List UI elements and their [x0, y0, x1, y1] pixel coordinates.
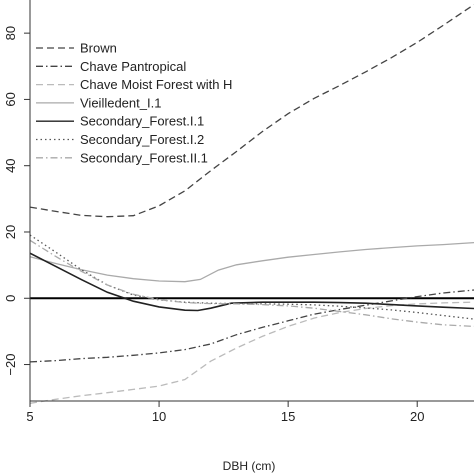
legend: Brown Chave Pantropical Chave Moist Forest… — [36, 41, 232, 165]
legend-label: Secondary_Forest.II.1 — [80, 150, 208, 165]
x-axis-label: DBH (cm) — [223, 459, 276, 473]
y-tick-label: 20 — [3, 225, 18, 239]
series-line-vieilledent-i-1 — [29, 241, 474, 283]
plot-area — [29, 4, 474, 404]
series-line-secondary-forest-ii-1 — [29, 239, 474, 328]
x-tick-label: 10 — [152, 409, 166, 424]
legend-label: Chave Moist Forest with H — [80, 77, 232, 92]
legend-label: Vieilledent_I.1 — [80, 95, 161, 110]
legend-label: Secondary_Forest.I.1 — [80, 114, 204, 129]
series-line-secondary-forest-i-1 — [29, 252, 474, 312]
y-tick-label: 60 — [3, 92, 18, 106]
x-tick-label: 15 — [281, 409, 295, 424]
y-tick-label: 0 — [3, 295, 18, 302]
series-line-secondary-forest-i-2 — [29, 234, 474, 320]
x-tick-label: 5 — [26, 409, 33, 424]
legend-label: Brown — [80, 41, 117, 56]
x-tick-label: 20 — [410, 409, 424, 424]
y-tick-label: 40 — [3, 158, 18, 172]
y-tick-label: −20 — [3, 354, 18, 376]
series-line-chave-moist-forest-with-h — [29, 301, 474, 404]
y-tick-label: 80 — [3, 26, 18, 40]
axes: 5 10 15 20 −20 0 20 40 60 80 — [3, 0, 474, 424]
legend-label: Chave Pantropical — [80, 59, 186, 74]
legend-label: Secondary_Forest.I.2 — [80, 132, 204, 147]
series-line-brown — [29, 4, 474, 218]
series-line-chave-pantropical — [29, 289, 474, 363]
